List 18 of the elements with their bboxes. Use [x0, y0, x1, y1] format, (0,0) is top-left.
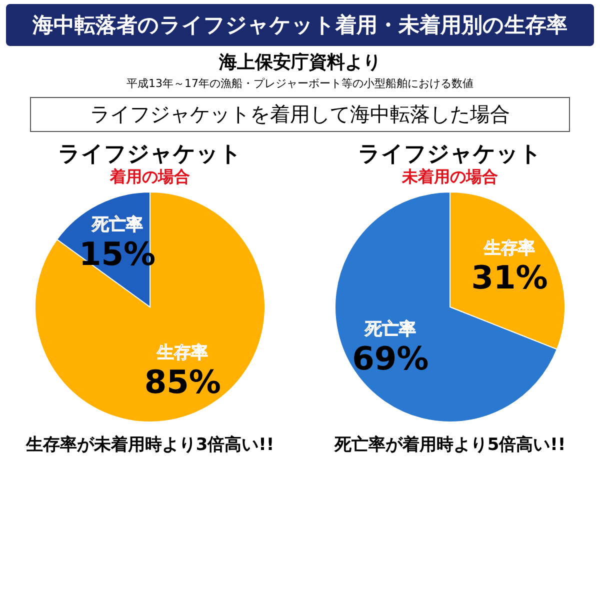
text: 海上保安庁資料より — [218, 51, 382, 74]
chart-subtitle: 着用の場合 — [109, 167, 190, 186]
text: 平成13年～17年の漁船・プレジャーボート等の小型船舶における数値 — [126, 76, 474, 91]
data-label: 85% — [144, 363, 221, 402]
slice-label: 死亡率 — [90, 214, 143, 235]
slice-label: 死亡率 — [364, 319, 416, 340]
slice-label: 生存率 — [483, 238, 536, 259]
pie-slice — [34, 192, 266, 422]
data-label: 31% — [471, 258, 548, 297]
text: 生存率が未着用時より3倍高い!! — [24, 434, 276, 456]
chart-subtitle: 未着用の場合 — [401, 167, 498, 186]
data-label: 69% — [352, 339, 429, 378]
text: ライフジャケットを着用して海中転落した場合 — [30, 97, 570, 132]
chart-title: ライフジャケット — [358, 142, 542, 167]
slice-label: 生存率 — [156, 343, 208, 364]
text: 海中転落者のライフジャケット着用・未着用別の生存率 — [6, 4, 594, 46]
text: 死亡率が着用時より5倍高い!! — [333, 434, 567, 456]
chart-title: ライフジャケット — [58, 142, 242, 167]
